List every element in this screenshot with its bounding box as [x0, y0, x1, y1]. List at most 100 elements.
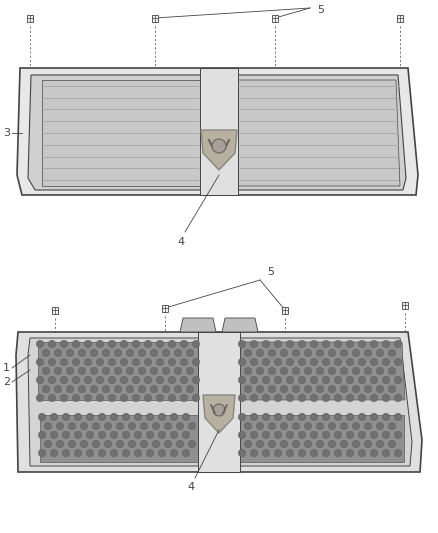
Circle shape: [80, 422, 88, 430]
Circle shape: [244, 349, 252, 357]
Circle shape: [310, 431, 318, 439]
Circle shape: [138, 349, 146, 357]
Circle shape: [322, 358, 330, 366]
Circle shape: [126, 385, 134, 393]
Circle shape: [376, 367, 384, 375]
Circle shape: [268, 385, 276, 393]
Circle shape: [96, 376, 104, 384]
Circle shape: [358, 376, 366, 384]
Circle shape: [120, 376, 128, 384]
Circle shape: [48, 358, 56, 366]
Circle shape: [268, 367, 276, 375]
Polygon shape: [180, 318, 216, 332]
Circle shape: [170, 413, 178, 421]
Circle shape: [298, 449, 306, 457]
Circle shape: [364, 349, 372, 357]
Circle shape: [262, 413, 270, 421]
Circle shape: [250, 358, 258, 366]
Circle shape: [280, 349, 288, 357]
Circle shape: [334, 340, 342, 348]
Circle shape: [292, 422, 300, 430]
Circle shape: [66, 349, 74, 357]
Circle shape: [382, 340, 390, 348]
Circle shape: [174, 385, 182, 393]
Bar: [152, 14, 158, 21]
Circle shape: [84, 376, 92, 384]
Circle shape: [150, 367, 158, 375]
Circle shape: [108, 376, 116, 384]
Circle shape: [304, 385, 312, 393]
Circle shape: [394, 358, 402, 366]
Circle shape: [90, 385, 98, 393]
Bar: [402, 302, 408, 309]
Circle shape: [388, 367, 396, 375]
Circle shape: [298, 431, 306, 439]
Circle shape: [286, 413, 294, 421]
Polygon shape: [42, 80, 200, 186]
Circle shape: [164, 440, 172, 448]
Circle shape: [328, 349, 336, 357]
Circle shape: [44, 422, 52, 430]
Circle shape: [340, 385, 348, 393]
Circle shape: [116, 422, 124, 430]
Circle shape: [192, 340, 200, 348]
Circle shape: [132, 358, 140, 366]
Circle shape: [292, 440, 300, 448]
Circle shape: [382, 431, 390, 439]
Circle shape: [364, 367, 372, 375]
Circle shape: [244, 385, 252, 393]
Circle shape: [310, 376, 318, 384]
Circle shape: [274, 413, 282, 421]
Circle shape: [316, 385, 324, 393]
Circle shape: [286, 431, 294, 439]
Circle shape: [244, 367, 252, 375]
Circle shape: [364, 440, 372, 448]
Circle shape: [256, 440, 264, 448]
Circle shape: [48, 340, 56, 348]
Circle shape: [168, 376, 176, 384]
Circle shape: [370, 449, 378, 457]
Circle shape: [134, 431, 142, 439]
Circle shape: [104, 422, 112, 430]
Circle shape: [280, 367, 288, 375]
Circle shape: [102, 367, 110, 375]
Circle shape: [98, 413, 106, 421]
Circle shape: [250, 413, 258, 421]
Circle shape: [304, 367, 312, 375]
Circle shape: [262, 340, 270, 348]
Circle shape: [388, 422, 396, 430]
Circle shape: [80, 440, 88, 448]
Circle shape: [238, 449, 246, 457]
Circle shape: [250, 376, 258, 384]
Circle shape: [346, 431, 354, 439]
Circle shape: [346, 340, 354, 348]
Circle shape: [192, 358, 200, 366]
Circle shape: [140, 440, 148, 448]
Circle shape: [182, 431, 190, 439]
Circle shape: [280, 422, 288, 430]
Circle shape: [158, 449, 166, 457]
Circle shape: [84, 394, 92, 402]
Circle shape: [280, 440, 288, 448]
Circle shape: [262, 394, 270, 402]
Circle shape: [286, 376, 294, 384]
Circle shape: [176, 422, 184, 430]
Circle shape: [370, 340, 378, 348]
Circle shape: [394, 376, 402, 384]
Circle shape: [268, 422, 276, 430]
Circle shape: [376, 440, 384, 448]
Circle shape: [298, 358, 306, 366]
Circle shape: [388, 440, 396, 448]
Circle shape: [250, 340, 258, 348]
Circle shape: [274, 431, 282, 439]
Circle shape: [268, 349, 276, 357]
Circle shape: [346, 413, 354, 421]
Circle shape: [56, 440, 64, 448]
Circle shape: [310, 340, 318, 348]
Circle shape: [262, 431, 270, 439]
Circle shape: [180, 376, 188, 384]
Circle shape: [36, 394, 44, 402]
Circle shape: [186, 385, 194, 393]
Circle shape: [250, 449, 258, 457]
Circle shape: [238, 431, 246, 439]
